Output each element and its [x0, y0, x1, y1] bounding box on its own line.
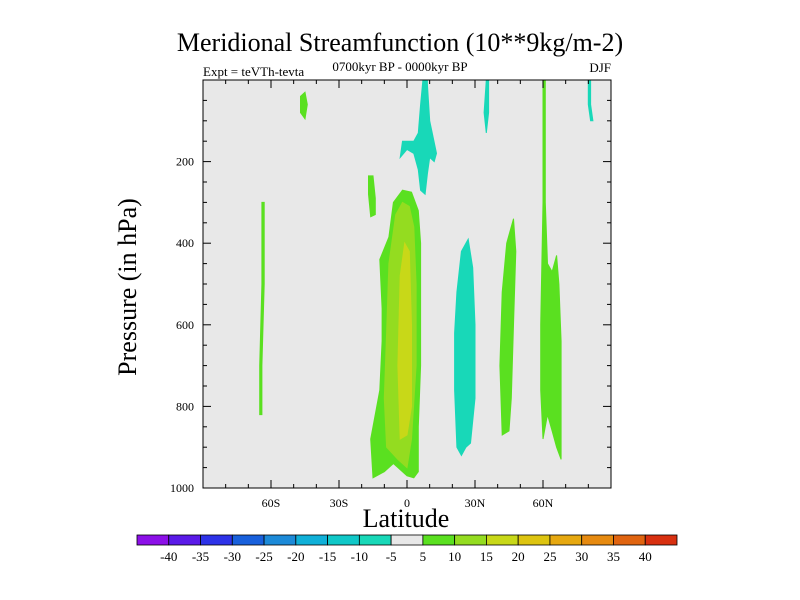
colorbar-label: -10 — [351, 549, 368, 564]
x-axis-label: Latitude — [362, 504, 450, 533]
season-label: DJF — [589, 60, 611, 75]
chart-subtitle: 0700kyr BP - 0000kyr BP — [332, 59, 468, 74]
y-tick-label: 200 — [176, 155, 194, 169]
contour-region — [300, 91, 308, 121]
colorbar-label: -30 — [224, 549, 241, 564]
colorbar-swatch — [200, 534, 233, 546]
colorbar-label: -5 — [386, 549, 397, 564]
colorbar: -40 -35 -30 -25 -20 -15 -10 -5 5 10 15 20 25 30 35 40 — [136, 534, 678, 564]
y-tick-label: 600 — [176, 318, 194, 332]
colorbar-swatch — [581, 534, 614, 546]
contour-region — [454, 237, 476, 457]
colorbar-label: 10 — [448, 549, 461, 564]
colorbar-swatch — [327, 534, 360, 546]
contour-region — [483, 80, 490, 134]
colorbar-label: 5 — [420, 549, 427, 564]
contour-region — [587, 80, 594, 122]
contour-region — [259, 201, 265, 416]
colorbar-swatch — [422, 534, 456, 546]
colorbar-label: 15 — [480, 549, 493, 564]
contour-region — [540, 80, 562, 460]
contour-region — [368, 175, 376, 218]
colorbar-swatch — [295, 534, 328, 546]
axis-layer: 200 400 600 800 1000 60S 30S 0 30N 60N — [170, 80, 611, 510]
colorbar-label: 40 — [639, 549, 652, 564]
x-tick-label: 30S — [330, 496, 349, 510]
colorbar-swatch — [613, 534, 646, 546]
x-tick-label: 0 — [404, 496, 410, 510]
colorbar-label: -40 — [160, 549, 177, 564]
contour-region — [399, 80, 438, 196]
contour-region — [397, 241, 412, 440]
y-tick-label: 1000 — [170, 481, 194, 495]
colorbar-swatch — [517, 534, 551, 546]
colorbar-label: -20 — [287, 549, 304, 564]
colorbar-label: 25 — [543, 549, 556, 564]
y-tick-label: 400 — [176, 236, 194, 250]
colorbar-label: 30 — [575, 549, 588, 564]
x-tick-label: 60S — [262, 496, 281, 510]
colorbar-label: 20 — [512, 549, 525, 564]
colorbar-swatch — [168, 534, 201, 546]
colorbar-swatch — [390, 534, 424, 546]
colorbar-swatch — [644, 534, 678, 546]
x-tick-label: 60N — [533, 496, 554, 510]
colorbar-label: -15 — [319, 549, 336, 564]
colorbar-swatch — [358, 534, 392, 546]
colorbar-swatch — [454, 534, 487, 546]
contour-region — [499, 218, 517, 436]
colorbar-label: 35 — [607, 549, 620, 564]
colorbar-swatch — [136, 534, 170, 546]
x-tick-label: 30N — [465, 496, 486, 510]
colorbar-swatch — [549, 534, 583, 546]
contour-layer — [259, 80, 594, 479]
colorbar-label: -35 — [192, 549, 209, 564]
colorbar-swatch — [263, 534, 297, 546]
y-tick-label: 800 — [176, 399, 194, 413]
experiment-label: Expt = teVTh-tevta — [203, 64, 305, 79]
chart-title: Meridional Streamfunction (10**9kg/m-2) — [176, 28, 624, 57]
colorbar-label: -25 — [255, 549, 272, 564]
colorbar-swatch — [231, 534, 265, 546]
colorbar-swatch — [486, 534, 519, 546]
